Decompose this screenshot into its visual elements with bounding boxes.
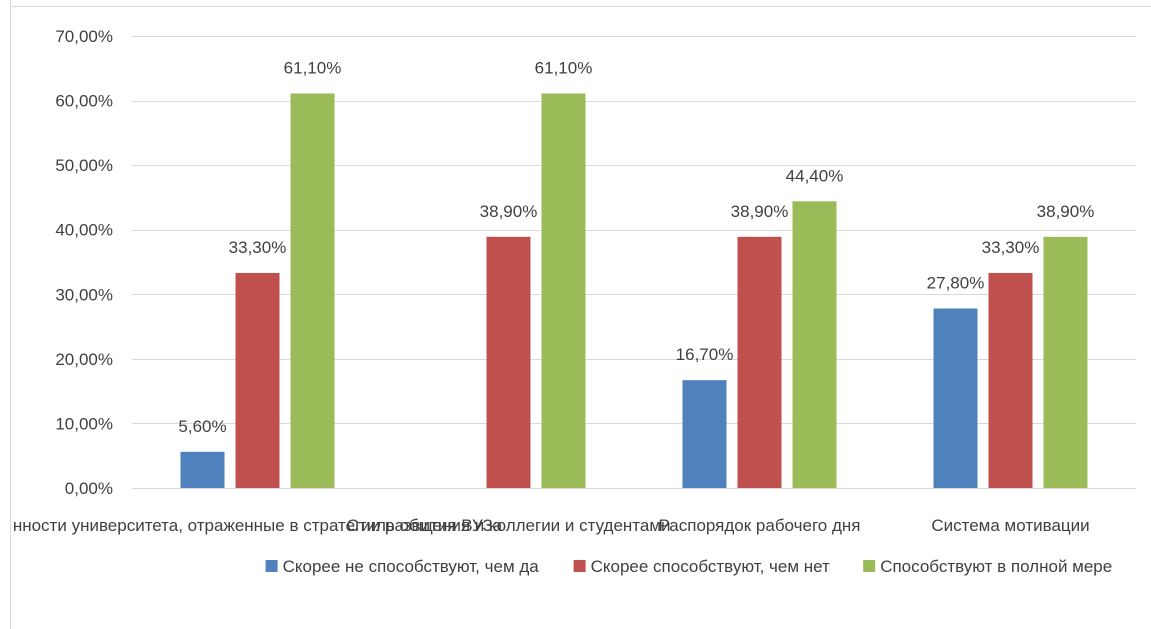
data-label: 33,30%: [982, 238, 1040, 257]
bar: [988, 272, 1033, 488]
x-tick-label: Распорядок рабочего дня: [659, 516, 861, 535]
data-label: 5,60%: [178, 417, 226, 436]
data-labels: 5,60% 33,30% 61,10% 38,90% 61,10% 16,70% 38,90…: [178, 58, 1094, 435]
bar: [792, 201, 837, 488]
y-axis-tick-labels: 0,00% 10,00% 20,00% 30,00% 40,00% 50,00% 60,00…: [55, 27, 113, 498]
bar: [933, 308, 978, 488]
y-tick-label: 20,00%: [55, 350, 113, 369]
data-label: 27,80%: [927, 273, 985, 292]
data-label: 38,90%: [480, 202, 538, 221]
y-tick-label: 10,00%: [55, 414, 113, 433]
data-label: 38,90%: [1037, 202, 1095, 221]
bar: [541, 93, 586, 489]
y-tick-label: 30,00%: [55, 285, 113, 304]
y-tick-label: 60,00%: [55, 92, 113, 111]
data-label: 61,10%: [284, 58, 342, 77]
legend-swatch: [265, 560, 278, 572]
bar: [235, 272, 280, 488]
data-label: 33,30%: [229, 238, 287, 257]
legend: Скорее не способствуют, чем да Скорее спо…: [265, 557, 1112, 576]
x-axis-category-labels: нности университета, отраженные в страте…: [13, 516, 1090, 535]
data-label: 38,90%: [731, 202, 789, 221]
data-label: 44,40%: [786, 166, 844, 185]
x-tick-label: Стиль общения и коллегии и студентами: [346, 516, 670, 535]
bar: [682, 380, 727, 488]
bar: [180, 451, 225, 488]
legend-label: Скорее не способствуют, чем да: [283, 557, 540, 576]
x-tick-label: нности университета, отраженные в страте…: [13, 516, 503, 535]
bars: [180, 93, 1088, 489]
legend-label: Способствуют в полной мере: [880, 557, 1112, 576]
x-tick-label: Система мотивации: [931, 516, 1089, 535]
gridlines: [132, 36, 1136, 489]
legend-label: Скорее способствуют, чем нет: [591, 557, 830, 576]
legend-swatch: [573, 560, 586, 572]
data-label: 16,70%: [676, 345, 734, 364]
bar: [737, 236, 782, 488]
bar: [290, 93, 335, 489]
y-tick-label: 50,00%: [55, 156, 113, 175]
y-tick-label: 0,00%: [65, 479, 113, 498]
y-tick-label: 70,00%: [55, 27, 113, 46]
bar: [1043, 236, 1088, 488]
bar: [486, 236, 531, 488]
data-label: 61,10%: [535, 58, 593, 77]
y-tick-label: 40,00%: [55, 221, 113, 240]
legend-swatch: [863, 560, 876, 572]
